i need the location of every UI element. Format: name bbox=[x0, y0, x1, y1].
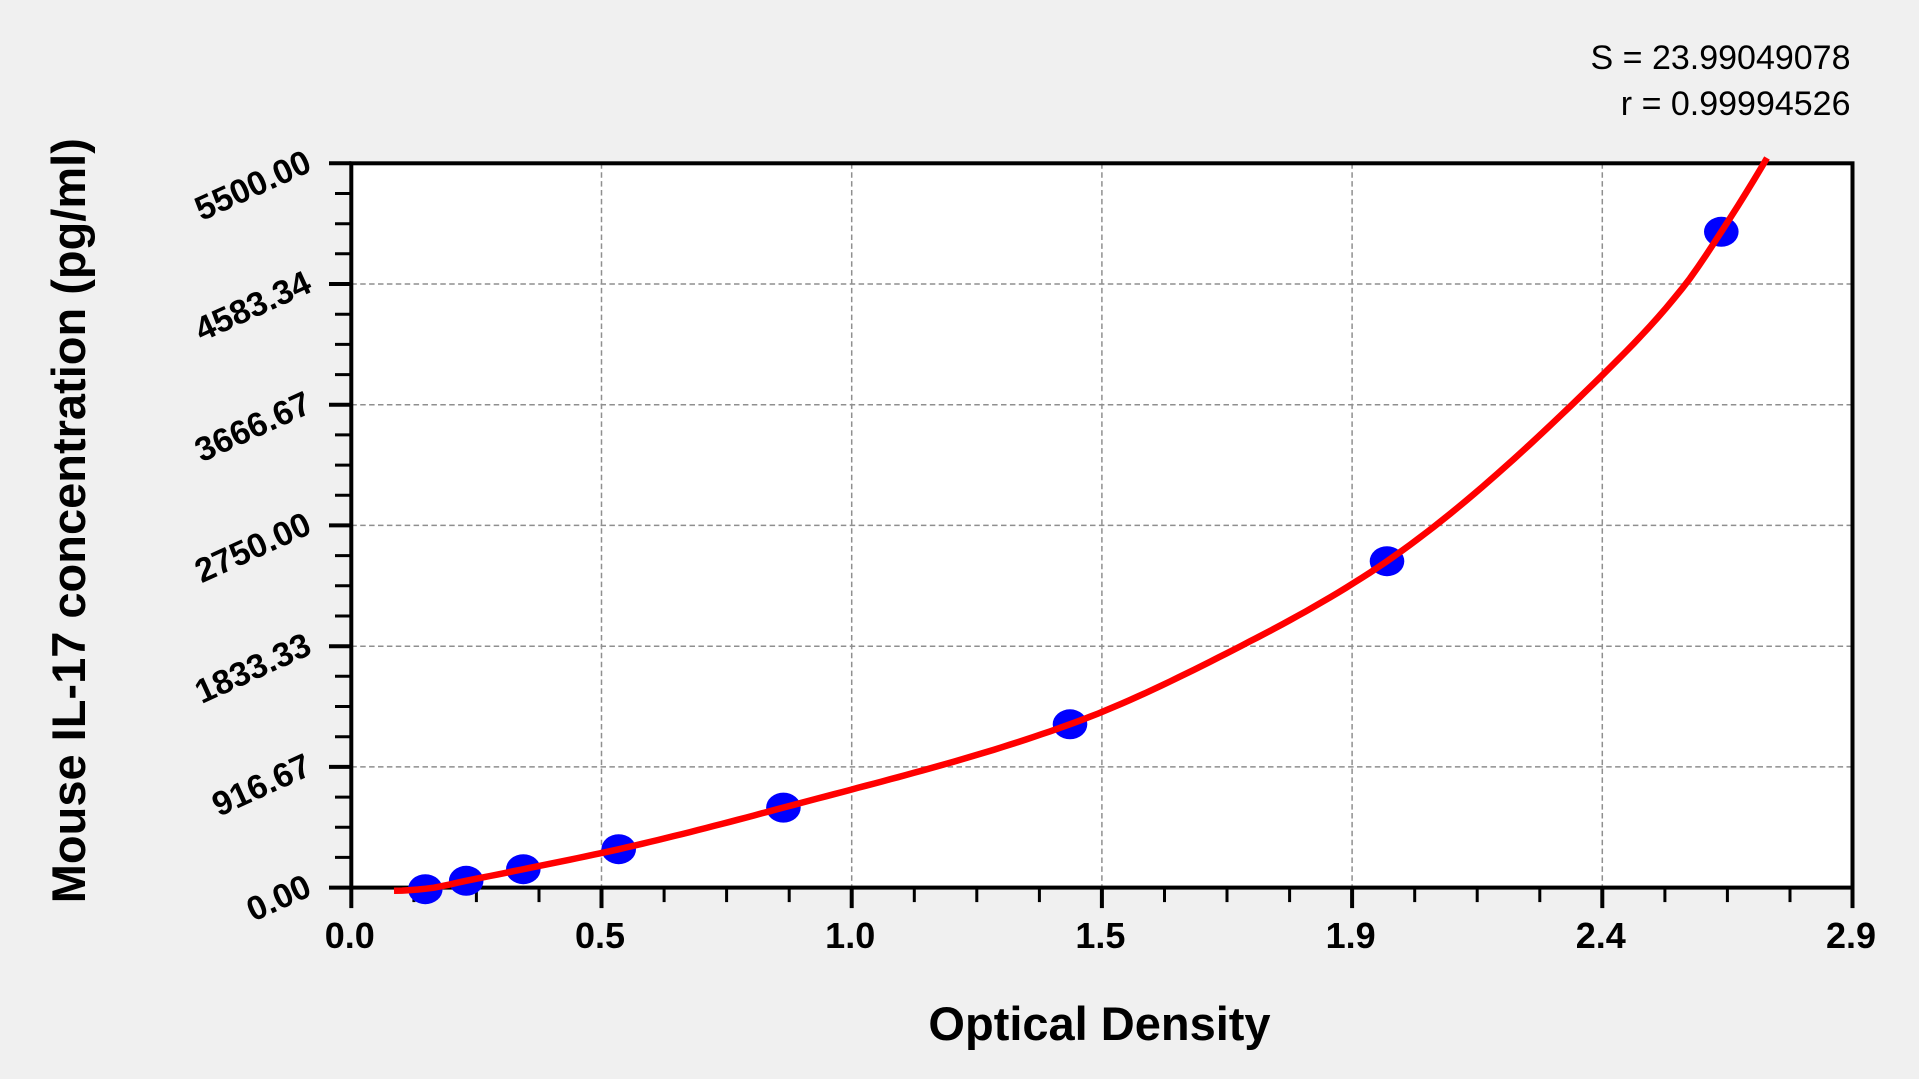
svg-text:1.0: 1.0 bbox=[825, 915, 875, 956]
svg-text:Optical Density: Optical Density bbox=[928, 997, 1270, 1050]
svg-text:1.9: 1.9 bbox=[1326, 915, 1376, 956]
svg-text:S = 23.99049078: S = 23.99049078 bbox=[1591, 39, 1851, 77]
svg-text:2.9: 2.9 bbox=[1826, 915, 1876, 956]
svg-text:Mouse IL-17 concentration (pg/: Mouse IL-17 concentration (pg/ml) bbox=[42, 138, 95, 903]
svg-text:r = 0.99994526: r = 0.99994526 bbox=[1621, 85, 1851, 123]
svg-text:0.5: 0.5 bbox=[575, 915, 625, 956]
svg-text:2.4: 2.4 bbox=[1576, 915, 1626, 956]
svg-text:1.5: 1.5 bbox=[1075, 915, 1125, 956]
svg-text:0.0: 0.0 bbox=[325, 915, 375, 956]
